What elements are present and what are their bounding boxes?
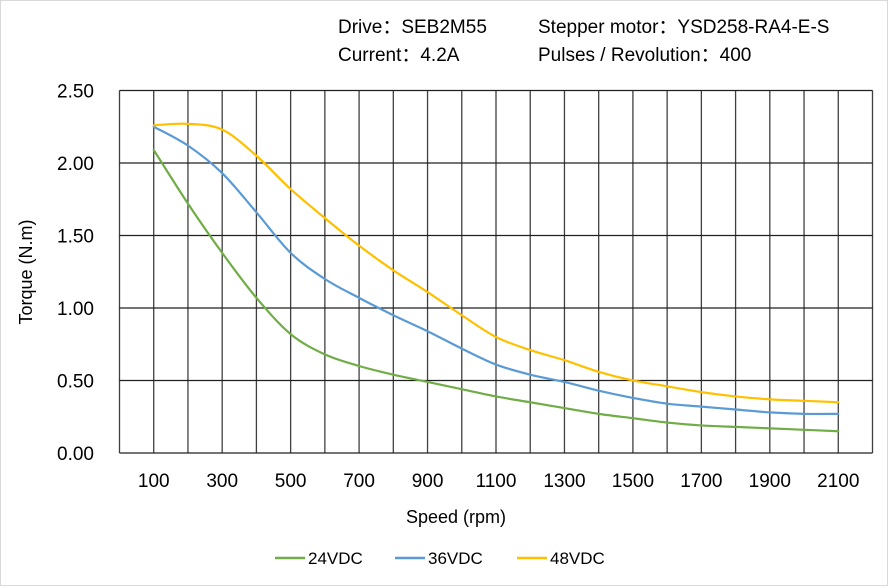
series-lines — [152, 122, 840, 433]
header-current: Current：4.2A — [338, 45, 460, 66]
series-line-24vdc — [152, 148, 840, 433]
legend-label: 48VDC — [550, 549, 605, 568]
y-tick-labels: 0.00 0.50 1.00 1.50 2.00 2.50 — [57, 82, 94, 466]
x-axis-label: Speed (rpm) — [406, 507, 506, 527]
x-tick-label: 1100 — [476, 471, 517, 492]
y-tick-label: 1.50 — [57, 227, 94, 248]
x-tick-label: 2100 — [817, 471, 859, 492]
legend-label: 24VDC — [308, 549, 363, 568]
x-tick-label: 900 — [412, 471, 444, 492]
x-tick-label: 1900 — [749, 471, 791, 492]
x-tick-label: 100 — [138, 471, 170, 492]
y-tick-label: 1.00 — [57, 299, 94, 320]
y-tick-label: 0.50 — [57, 372, 94, 393]
legend-label: 36VDC — [428, 549, 483, 568]
x-tick-labels: 100 300 500 700 900 1100 1300 1500 1700 1900 2100 — [138, 471, 860, 492]
series-line-36vdc — [152, 125, 840, 416]
header-motor: Stepper motor：YSD258-RA4-E-S — [538, 17, 829, 38]
x-tick-label: 300 — [206, 471, 238, 492]
series-line-48vdc — [152, 122, 840, 404]
x-tick-label: 1700 — [680, 471, 722, 492]
x-tick-label: 500 — [275, 471, 307, 492]
x-tick-label: 700 — [343, 471, 375, 492]
y-axis-label: Torque (N.m) — [16, 219, 36, 324]
legend: 24VDC 36VDC 48VDC — [275, 549, 605, 568]
header-drive: Drive：SEB2M55 — [338, 17, 487, 38]
x-tick-label: 1300 — [543, 471, 585, 492]
header-pulses: Pulses / Revolution：400 — [538, 45, 751, 66]
chart-header: Drive：SEB2M55 Stepper motor：YSD258-RA4-E… — [338, 17, 829, 66]
y-tick-label: 2.50 — [57, 82, 94, 103]
grid — [118, 89, 874, 454]
y-tick-label: 2.00 — [57, 154, 94, 175]
y-tick-label: 0.00 — [57, 444, 94, 465]
x-tick-label: 1500 — [612, 471, 654, 492]
